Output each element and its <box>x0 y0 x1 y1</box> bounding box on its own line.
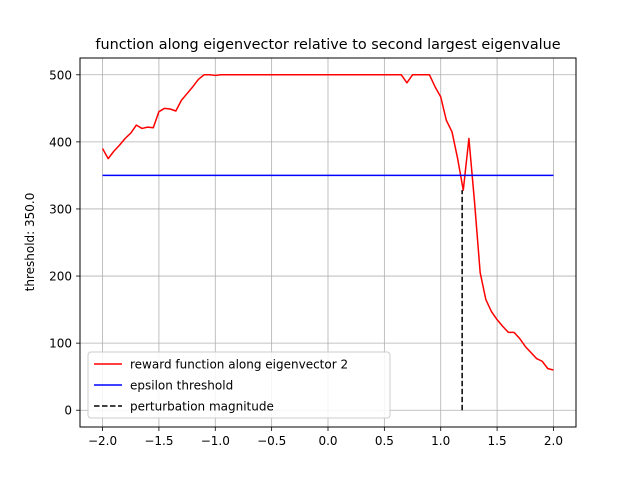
legend-label-epsilon-threshold-line: epsilon threshold <box>130 379 233 393</box>
x-tick-label-3: −0.5 <box>257 434 286 448</box>
y-tick-label-3: 300 <box>49 202 72 216</box>
y-tick-label-2: 200 <box>49 270 72 284</box>
x-tick-label-1: −1.5 <box>144 434 173 448</box>
x-tick-label-6: 1.0 <box>431 434 450 448</box>
x-tick-label-2: −1.0 <box>201 434 230 448</box>
chart-legend: reward function along eigenvector 2 epsil… <box>87 351 391 419</box>
legend-label-reward-function-line: reward function along eigenvector 2 <box>130 358 348 372</box>
y-tick-label-1: 100 <box>49 337 72 351</box>
x-tick-label-0: −2.0 <box>88 434 117 448</box>
x-tick-label-7: 1.5 <box>488 434 507 448</box>
legend-label-perturbation-magnitude-line: perturbation magnitude <box>130 400 274 414</box>
series-layer <box>101 74 554 411</box>
y-axis-label: threshold: 350.0 <box>23 193 37 292</box>
reward-function-line <box>101 74 554 371</box>
y-tick-label-0: 0 <box>64 404 72 418</box>
y-tick-label-5: 500 <box>49 68 72 82</box>
x-tick-label-4: 0.0 <box>318 434 337 448</box>
axis-ticks: −2.0 −1.5 −1.0 −0.5 0.0 0.5 1.0 1.5 2.0 0 100 200 30… <box>49 68 563 448</box>
legend-box <box>87 351 391 419</box>
chart-title: function along eigenvector relative to s… <box>95 37 560 53</box>
x-tick-label-5: 0.5 <box>375 434 394 448</box>
y-tick-label-4: 400 <box>49 135 72 149</box>
x-tick-label-8: 2.0 <box>544 434 563 448</box>
